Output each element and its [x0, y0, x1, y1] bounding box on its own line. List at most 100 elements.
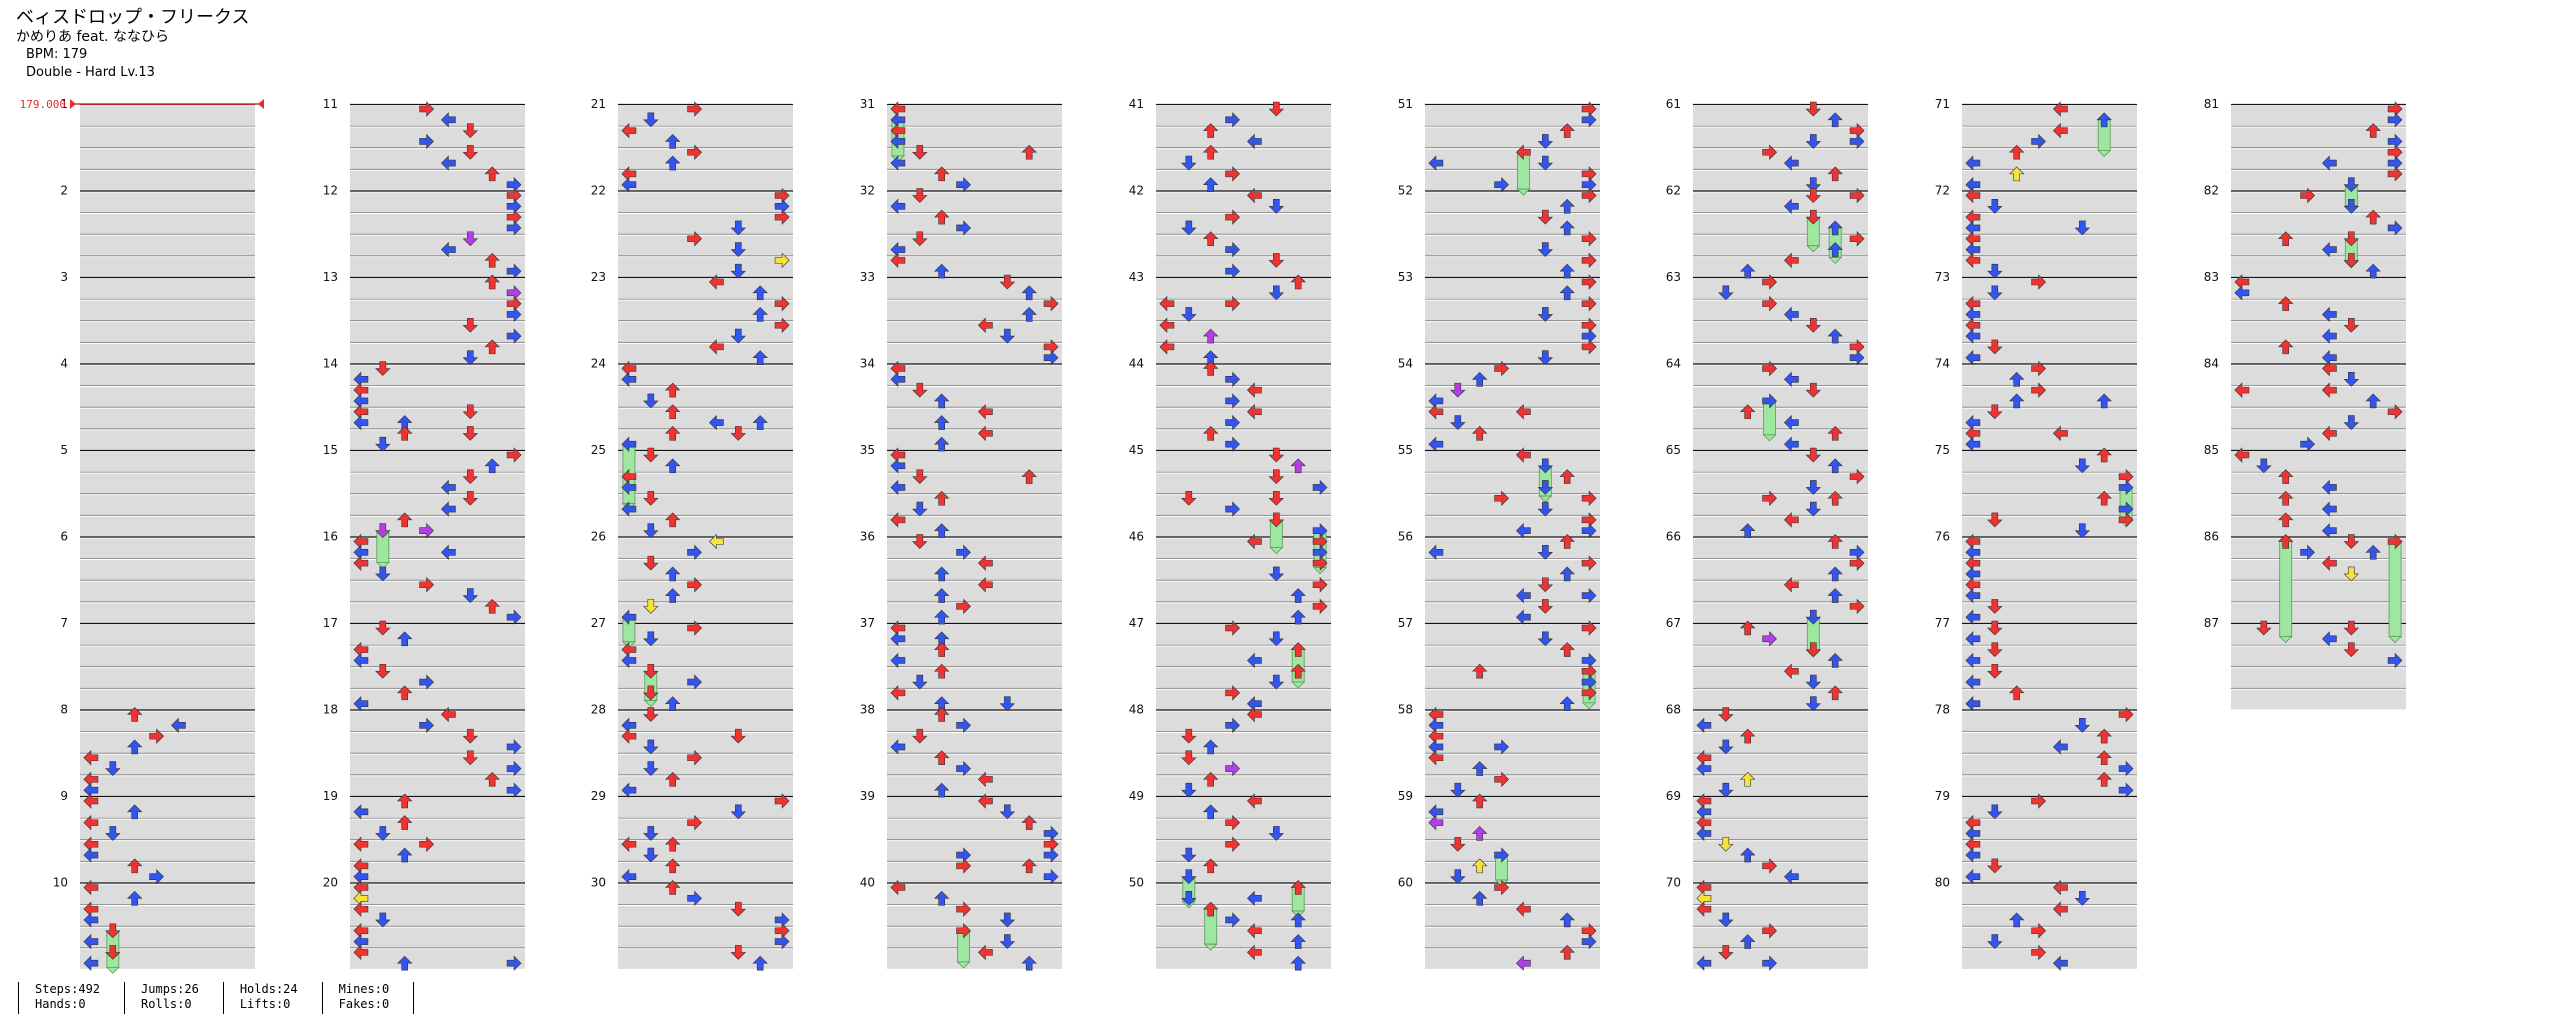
- beat-stripe: [1962, 495, 2137, 515]
- measure-number: 2: [60, 184, 68, 198]
- beat-stripe: [1425, 300, 1600, 321]
- steps-count: Steps:492: [35, 982, 101, 996]
- beat-stripe: [887, 279, 1062, 299]
- measure-number: 67: [1666, 616, 1681, 630]
- beat-stripe: [887, 408, 1062, 429]
- measure-number: 78: [1935, 703, 1950, 717]
- beat-stripe: [618, 776, 793, 796]
- beat-stripe: [618, 754, 793, 775]
- beat-stripe: [1156, 343, 1331, 364]
- beat-stripe: [1425, 819, 1600, 840]
- beat-stripe: [887, 452, 1062, 472]
- stats-column-4: Mines:0 Fakes:0: [321, 982, 414, 1014]
- measure-number: 31: [860, 97, 875, 111]
- beat-stripe: [1156, 300, 1331, 321]
- beat-stripe: [887, 538, 1062, 559]
- beat-stripe: [1693, 733, 1868, 753]
- beat-stripe: [1962, 192, 2137, 213]
- stats-end-divider: [413, 982, 415, 1014]
- beat-stripe: [1425, 452, 1600, 472]
- beat-stripe: [350, 473, 525, 494]
- hold-tail: [1291, 681, 1306, 689]
- beat-stripe: [1425, 603, 1600, 623]
- beat-stripe: [887, 841, 1062, 861]
- measure-number: 40: [860, 876, 875, 890]
- beat-stripe: [1693, 581, 1868, 602]
- beat-stripe: [887, 798, 1062, 818]
- beat-stripe: [618, 862, 793, 883]
- beat-stripe: [1425, 862, 1600, 883]
- beat-stripe: [2231, 322, 2406, 342]
- beat-stripe: [1425, 776, 1600, 796]
- beat-stripe: [618, 127, 793, 148]
- beat-stripe: [1962, 127, 2137, 148]
- beat-stripe: [1156, 798, 1331, 818]
- measure-number: 73: [1935, 270, 1950, 284]
- beat-stripe: [1693, 884, 1868, 905]
- beat-stripe: [887, 560, 1062, 580]
- measure-number: 7: [60, 616, 68, 630]
- beat-stripe: [1425, 170, 1600, 191]
- beat-stripe: [350, 300, 525, 321]
- beat-stripe: [1693, 668, 1868, 688]
- hold-body: [2279, 541, 2293, 637]
- beat-stripe: [1425, 516, 1600, 537]
- beat-stripe: [350, 776, 525, 796]
- beat-stripe: [1156, 538, 1331, 559]
- beat-stripe: [618, 192, 793, 213]
- beat-stripe: [80, 170, 255, 191]
- beat-stripe: [80, 365, 255, 386]
- beat-stripe: [350, 733, 525, 753]
- beat-stripe: [1962, 906, 2137, 926]
- beat-stripe: [887, 235, 1062, 256]
- beat-stripe: [2231, 214, 2406, 234]
- measure-number: 19: [323, 789, 338, 803]
- measure-number: 42: [1129, 184, 1144, 198]
- beat-stripe: [1693, 430, 1868, 450]
- beat-stripe: [2231, 689, 2406, 710]
- beat-stripe: [887, 387, 1062, 407]
- beat-stripe: [1425, 949, 1600, 969]
- beat-stripe: [618, 798, 793, 818]
- beat-stripe: [80, 106, 255, 126]
- beat-stripe: [1156, 927, 1331, 948]
- beat-stripe: [1425, 711, 1600, 732]
- measure-number: 80: [1935, 876, 1950, 890]
- beat-stripe: [1425, 473, 1600, 494]
- measure-number: 34: [860, 357, 875, 371]
- beat-stripe: [1156, 127, 1331, 148]
- measure-number: 60: [1398, 876, 1413, 890]
- measure-number: 82: [2204, 184, 2219, 198]
- beat-stripe: [1962, 603, 2137, 623]
- measure-number: 20: [323, 876, 338, 890]
- beat-stripe: [80, 408, 255, 429]
- beat-stripe: [1693, 408, 1868, 429]
- beat-stripe: [2231, 408, 2406, 429]
- beat-stripe: [1156, 668, 1331, 688]
- beat-stripe: [2231, 192, 2406, 213]
- beat-stripe: [80, 862, 255, 883]
- hold-tail: [1806, 245, 1821, 253]
- hold-tail: [1828, 257, 1843, 265]
- measure-number: 10: [53, 876, 68, 890]
- measure-number: 46: [1129, 530, 1144, 544]
- beat-stripe: [1693, 127, 1868, 148]
- hold-tail: [2278, 636, 2293, 644]
- beat-stripe: [1962, 927, 2137, 948]
- beat-stripe: [1962, 322, 2137, 342]
- beat-stripe: [2231, 495, 2406, 515]
- measure-number: 83: [2204, 270, 2219, 284]
- beat-stripe: [2231, 257, 2406, 277]
- beat-stripe: [1425, 560, 1600, 580]
- beat-stripe: [887, 430, 1062, 450]
- measure-number: 5: [60, 443, 68, 457]
- beat-stripe: [350, 906, 525, 926]
- beat-stripe: [887, 733, 1062, 753]
- measure-number: 55: [1398, 443, 1413, 457]
- beat-stripe: [1156, 257, 1331, 277]
- beat-stripe: [618, 906, 793, 926]
- measure-number: 74: [1935, 357, 1950, 371]
- beat-stripe: [350, 884, 525, 905]
- beat-stripe: [1693, 343, 1868, 364]
